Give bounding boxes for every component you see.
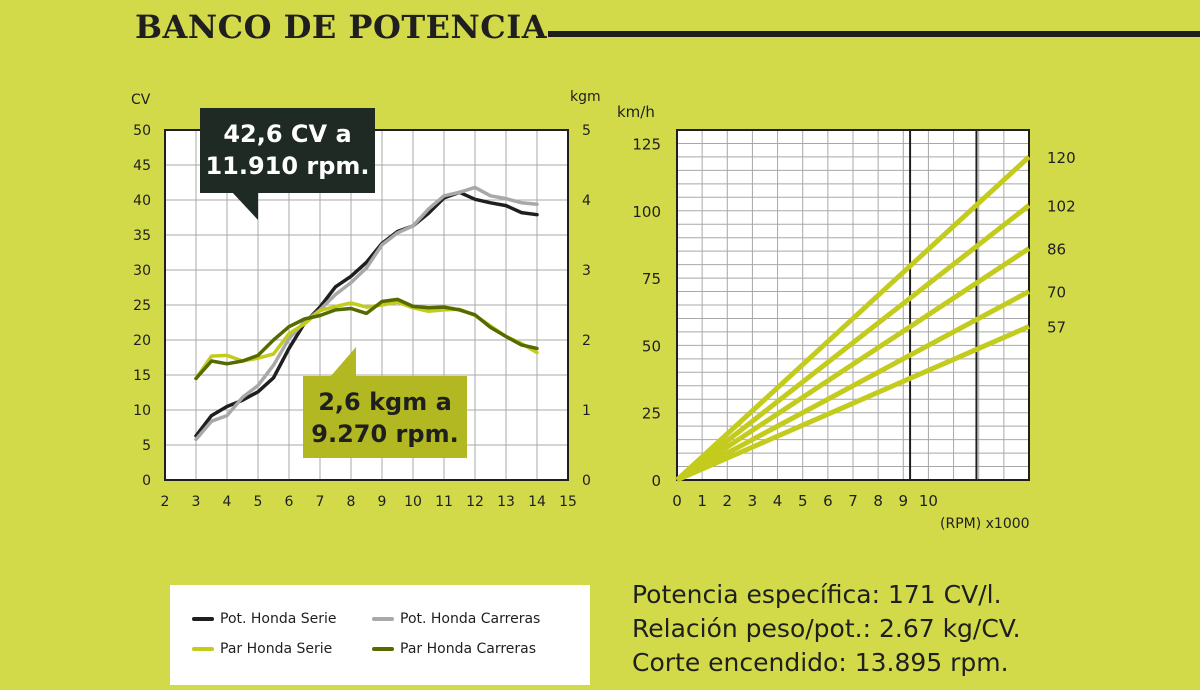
y2-tick-label: 2 xyxy=(582,333,591,349)
speed-line-label: 102 xyxy=(1047,197,1076,215)
x-tick-label: 12 xyxy=(466,494,484,510)
y-tick-label: 5 xyxy=(142,438,151,454)
x-tick-label: 10 xyxy=(404,494,422,510)
x-tick-label: 8 xyxy=(347,494,356,510)
y-tick-label: 15 xyxy=(133,368,151,384)
y-tick-label: 0 xyxy=(651,472,661,490)
spec-value: 13.895 rpm. xyxy=(854,648,1009,677)
legend-label: Par Honda Carreras xyxy=(400,641,537,657)
x-tick-label: 1 xyxy=(697,492,707,510)
y-tick-label: 50 xyxy=(133,123,151,139)
x-tick-label: 7 xyxy=(848,492,858,510)
y-tick-label: 50 xyxy=(642,337,661,355)
y-tick-label: 30 xyxy=(133,263,151,279)
x-tick-label: 8 xyxy=(873,492,883,510)
x-tick-label: 3 xyxy=(748,492,758,510)
x-tick-label: 4 xyxy=(773,492,783,510)
x-tick-label: 4 xyxy=(223,494,232,510)
speed-line-label: 120 xyxy=(1047,149,1076,167)
torque-peak-callout: 2,6 kgm a 9.270 rpm. xyxy=(303,376,467,458)
x-tick-label: 3 xyxy=(192,494,201,510)
series-line xyxy=(194,185,539,442)
speed-line-label: 57 xyxy=(1047,319,1066,337)
x-tick-label: 9 xyxy=(899,492,909,510)
torque-callout-line1: 2,6 kgm a xyxy=(318,388,452,416)
spec-label: Corte encendido: xyxy=(632,648,847,677)
legend-label: Pot. Honda Carreras xyxy=(400,611,541,627)
legend-swatch xyxy=(372,617,394,621)
y-tick-label: 75 xyxy=(642,270,661,288)
x-tick-label: 10 xyxy=(919,492,938,510)
speed-line xyxy=(675,155,1031,482)
x-tick-label: 6 xyxy=(823,492,833,510)
speed-line xyxy=(676,324,1030,483)
legend-swatch xyxy=(372,647,394,651)
y2-tick-label: 1 xyxy=(582,403,591,419)
power-callout-pointer xyxy=(232,192,258,220)
y-tick-label: 20 xyxy=(133,333,151,349)
power-peak-callout: 42,6 CV a 11.910 rpm. xyxy=(200,108,375,193)
right-chart-x-label: (RPM) x1000 xyxy=(940,516,1030,532)
plot-frame-right xyxy=(676,129,1030,481)
spec-row: Relación peso/pot.: 2.67 kg/CV. xyxy=(632,612,1021,646)
x-tick-label: 2 xyxy=(161,494,170,510)
x-tick-label: 2 xyxy=(723,492,733,510)
y-tick-label: 125 xyxy=(632,135,661,153)
y-tick-label: 0 xyxy=(142,473,151,489)
legend-item: Pot. Honda Carreras xyxy=(372,611,540,627)
right-axis-unit: kgm xyxy=(570,89,601,105)
legend-item: Par Honda Serie xyxy=(192,641,332,657)
x-tick-label: 14 xyxy=(528,494,546,510)
speed-line xyxy=(675,203,1031,482)
y-tick-label: 10 xyxy=(133,403,151,419)
spec-row: Potencia específica: 171 CV/l. xyxy=(632,578,1021,612)
series-line xyxy=(194,297,539,381)
x-tick-label: 15 xyxy=(559,494,577,510)
speed-line-label: 70 xyxy=(1047,284,1066,302)
y-tick-label: 25 xyxy=(642,405,661,423)
spec-value: 171 CV/l. xyxy=(888,580,1002,609)
left-axis-unit: CV xyxy=(131,92,151,108)
spec-value: 2.67 kg/CV. xyxy=(878,614,1021,643)
legend: Pot. Honda Serie Pot. Honda Carreras Par… xyxy=(170,585,590,685)
y2-tick-label: 3 xyxy=(582,263,591,279)
x-tick-label: 7 xyxy=(316,494,325,510)
right-chart-y-label: km/h xyxy=(617,103,655,121)
legend-swatch xyxy=(192,617,214,621)
power-callout-line1: 42,6 CV a xyxy=(223,120,352,148)
y2-tick-label: 5 xyxy=(582,123,591,139)
legend-item: Par Honda Carreras xyxy=(372,641,536,657)
power-callout-line2: 11.910 rpm. xyxy=(205,152,370,180)
legend-swatch xyxy=(192,647,214,651)
x-tick-label: 6 xyxy=(285,494,294,510)
torque-callout-line2: 9.270 rpm. xyxy=(311,420,459,448)
y-tick-label: 40 xyxy=(133,193,151,209)
speed-line xyxy=(675,246,1031,483)
spec-label: Potencia específica: xyxy=(632,580,881,609)
speed-line xyxy=(675,289,1031,483)
specs-panel: Potencia específica: 171 CV/l. Relación … xyxy=(632,578,1021,680)
x-tick-label: 5 xyxy=(798,492,808,510)
legend-label: Pot. Honda Serie xyxy=(220,611,337,627)
legend-label: Par Honda Serie xyxy=(220,641,333,657)
speed-line-label: 86 xyxy=(1047,240,1066,258)
y-tick-label: 100 xyxy=(632,203,661,221)
page-title: BANCO DE POTENCIA xyxy=(135,8,548,46)
x-tick-label: 11 xyxy=(435,494,453,510)
title-rule xyxy=(548,31,1200,37)
y2-tick-label: 0 xyxy=(582,473,591,489)
x-tick-label: 13 xyxy=(497,494,515,510)
x-tick-label: 9 xyxy=(378,494,387,510)
y-tick-label: 35 xyxy=(133,228,151,244)
y-tick-label: 45 xyxy=(133,158,151,174)
series-line xyxy=(194,190,539,438)
x-tick-label: 5 xyxy=(254,494,263,510)
x-tick-label: 0 xyxy=(672,492,682,510)
spec-row: Corte encendido: 13.895 rpm. xyxy=(632,646,1021,680)
spec-label: Relación peso/pot.: xyxy=(632,614,872,643)
y2-tick-label: 4 xyxy=(582,193,591,209)
y-tick-label: 25 xyxy=(133,298,151,314)
torque-callout-pointer xyxy=(330,347,356,377)
legend-item: Pot. Honda Serie xyxy=(192,611,337,627)
